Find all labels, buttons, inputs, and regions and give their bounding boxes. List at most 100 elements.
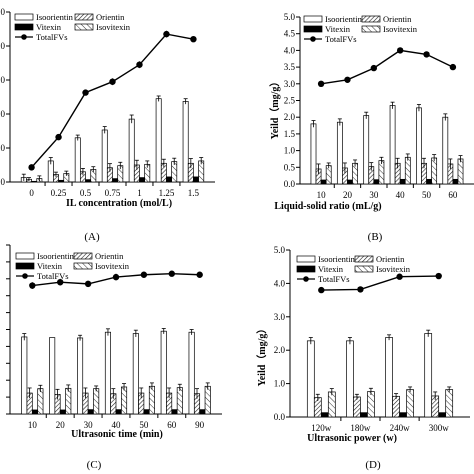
legend: Isoorientin Orientin Vitexin Isovitexin Tota…: [15, 251, 130, 281]
x-tick-label: 0.75: [105, 188, 121, 198]
y-tick-label: 5.0: [274, 245, 286, 255]
panel-d-label: (D): [365, 459, 381, 471]
y-tick-label: 0.5: [284, 162, 296, 172]
bar: [378, 160, 385, 185]
bar: [65, 387, 72, 415]
bar: [115, 409, 122, 415]
bar: [389, 105, 396, 185]
x-tick-label: 50: [139, 420, 149, 430]
series-point: [136, 61, 143, 68]
x-tick-label: 1.25: [159, 188, 175, 198]
legend-swatch: [296, 255, 316, 263]
y-tick-label: 3.0: [274, 312, 286, 322]
bar: [128, 118, 135, 183]
bar: [21, 336, 28, 415]
bar: [353, 396, 361, 418]
bar: [132, 333, 139, 415]
legend-label: Orientin: [95, 251, 124, 261]
series-point: [112, 273, 120, 281]
x-tick-label: 40: [396, 190, 406, 200]
bar: [385, 337, 393, 418]
legend-swatch: [73, 252, 93, 260]
bar: [155, 98, 162, 183]
x-tick-label: 20: [343, 190, 353, 200]
x-tick-label: 1.5: [188, 188, 200, 198]
legend-label: Vitexin: [318, 264, 344, 274]
bar: [93, 388, 100, 415]
x-tick-label: 240w: [390, 423, 411, 433]
x-tick-label: 60: [167, 420, 177, 430]
bar: [176, 387, 183, 415]
y-tick-label: 1.0: [274, 379, 286, 389]
series-point: [370, 64, 378, 72]
legend-label: Isoorientin: [37, 251, 75, 261]
bar: [404, 156, 411, 185]
y-tick-label: 0: [1, 143, 6, 153]
legend-label: Vitexin: [325, 24, 351, 34]
series-point: [318, 286, 325, 294]
series-point: [168, 270, 175, 277]
bar: [320, 412, 329, 418]
series-point: [140, 271, 148, 278]
y-tick-label: 2.0: [274, 345, 286, 355]
x-tick-label: 40: [112, 420, 122, 430]
bar: [139, 177, 146, 183]
x-tick-label: 10: [317, 190, 327, 200]
series-point: [396, 47, 404, 54]
legend-swatch: [303, 25, 323, 33]
series-point: [82, 89, 89, 96]
legend: Isoorientin Orientin Vitexin Isovitexin Tota…: [303, 14, 418, 44]
series-point: [357, 286, 364, 293]
legend-swatch: [73, 262, 93, 270]
panel-b-ylabel: Yeild（mg/g）: [268, 77, 281, 140]
bar: [101, 129, 108, 183]
bar: [171, 409, 178, 415]
series-point: [55, 133, 62, 141]
series-point: [28, 164, 35, 171]
bar: [373, 179, 380, 185]
series-point: [57, 278, 64, 286]
bar: [360, 412, 368, 418]
bar: [74, 137, 81, 183]
legend-swatch: [354, 265, 374, 273]
legend-swatch: [14, 23, 34, 31]
series-point: [163, 30, 170, 38]
panel-c: 10 20 30 40 50 60 90 Isoorientin Orientin Vitexin…: [6, 244, 222, 471]
legend-swatch: [361, 25, 381, 33]
bar: [148, 385, 155, 415]
bar: [199, 409, 206, 415]
bar: [160, 330, 167, 415]
legend-label: TotalFVs: [325, 34, 357, 44]
y-tick-label: 0: [1, 177, 6, 187]
bar: [182, 101, 189, 183]
legend-label: Isovitexin: [95, 261, 130, 271]
bar: [31, 409, 39, 415]
bar: [49, 337, 56, 415]
bar: [77, 337, 84, 415]
legend-marker: [310, 36, 316, 42]
legend-label: Isoorientin: [36, 12, 74, 22]
bar: [336, 121, 343, 185]
series-point: [190, 36, 197, 43]
legend-label: Orientin: [383, 14, 412, 24]
legend-label: Isovitexin: [96, 22, 131, 32]
x-tick-label: 0.5: [80, 188, 92, 198]
legend-label: TotalFVs: [318, 274, 350, 284]
y-tick-label: 3.5: [284, 62, 296, 72]
bar: [431, 157, 438, 185]
x-tick-label: 300w: [429, 423, 450, 433]
y-tick-label: 0: [1, 41, 6, 51]
x-tick-label: 50: [422, 190, 432, 200]
bar: [406, 389, 414, 418]
series-line: [31, 33, 194, 168]
legend-swatch: [14, 13, 34, 21]
bar: [188, 331, 195, 415]
legend-label: TotalFVs: [37, 271, 69, 281]
legend-marker: [22, 273, 28, 279]
x-tick-label: 90: [195, 420, 205, 430]
bar: [416, 107, 422, 185]
y-tick-label: 4.5: [284, 29, 296, 39]
y-tick-label: 2.0: [284, 112, 296, 122]
legend-swatch: [74, 23, 94, 31]
legend-label: TotalFVs: [36, 32, 68, 42]
